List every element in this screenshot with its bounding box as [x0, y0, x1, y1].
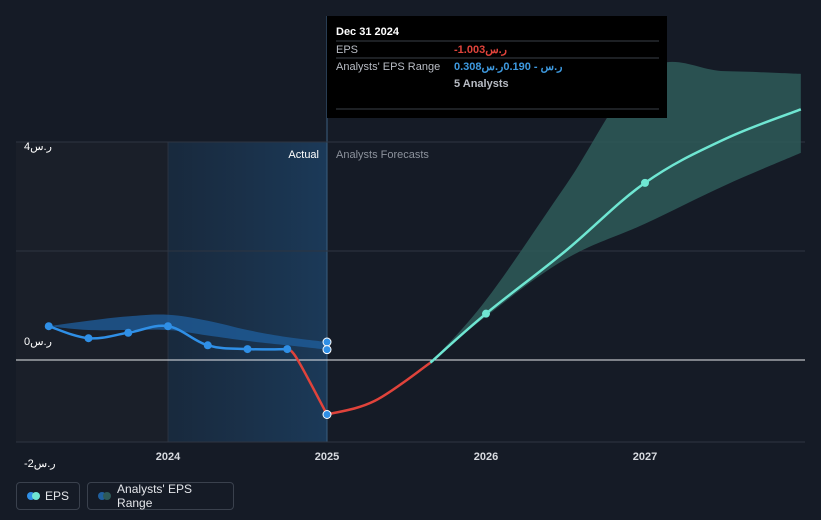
legend-eps[interactable]: EPS	[16, 482, 80, 510]
tooltip-box	[327, 16, 667, 118]
actual-eps-point	[283, 345, 292, 354]
tooltip-eps-value: -1.003ر.س	[454, 44, 507, 56]
range-legend-icon	[98, 492, 111, 500]
y-tick-label: 4ر.س	[24, 141, 52, 153]
actual-eps-point	[124, 328, 133, 337]
region-label-actual: Actual	[288, 149, 319, 161]
legend-range-label: Analysts' EPS Range	[117, 482, 193, 510]
actual-eps-range	[48, 314, 327, 350]
past-shade	[16, 142, 168, 442]
grid-layer	[16, 141, 805, 443]
actual-eps-point	[84, 334, 93, 343]
tooltip-analysts: 5 Analysts	[454, 78, 509, 90]
actual-eps-point	[44, 322, 53, 331]
actual-eps-point	[164, 322, 172, 331]
tooltip-date: Dec 31 2024	[336, 26, 400, 38]
legend-range[interactable]: Analysts' EPS Range	[87, 482, 234, 510]
actual-shade	[168, 142, 327, 442]
x-tick-label: 2027	[633, 451, 657, 463]
forecast-eps-point	[641, 178, 649, 187]
forecast-eps-negative	[326, 361, 432, 416]
tooltip-range-value: 0.308ر.س - 0.190ر.س	[454, 61, 562, 73]
y-tick-label: -2ر.س	[24, 458, 56, 470]
actual-eps-point	[243, 345, 252, 354]
x-tick-label: 2026	[474, 451, 498, 463]
eps-legend-icon	[27, 492, 40, 500]
x-tick-label: 2024	[156, 451, 181, 463]
highlight-point	[322, 410, 332, 419]
series-layer	[44, 61, 802, 419]
actual-eps-point	[203, 341, 212, 350]
forecast-eps-point	[482, 309, 490, 318]
highlight-point	[322, 337, 332, 347]
background-layer	[16, 16, 328, 442]
forecast-eps-range	[430, 61, 801, 363]
axis-layer: 2024 2025 2026 2027 4ر.س 0ر.س -2ر.س Actual Analy…	[24, 141, 657, 470]
tooltip-eps-label: EPS	[336, 44, 358, 56]
tooltip-range-label: Analysts' EPS Range	[336, 61, 440, 73]
tooltip: Dec 31 2024 EPS -1.003ر.س Analysts' EPS …	[327, 16, 667, 118]
y-tick-label: 0ر.س	[24, 336, 52, 348]
x-tick-label: 2025	[315, 451, 339, 463]
region-label-forecast: Analysts Forecasts	[336, 149, 429, 161]
legend-eps-label: EPS	[44, 489, 69, 503]
highlight-point	[322, 345, 332, 355]
